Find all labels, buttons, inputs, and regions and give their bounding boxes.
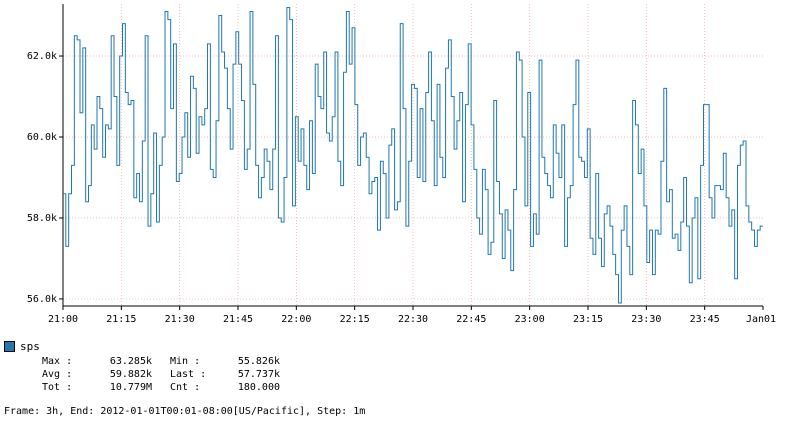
- y-tick-label: 62.0k: [27, 51, 57, 62]
- axes: [59, 4, 764, 310]
- x-tick-label: Jan01: [746, 314, 776, 325]
- x-tick-label: 23:15: [573, 314, 603, 325]
- x-tick-label: 23:00: [515, 314, 545, 325]
- legend: sps Max : 63.285k Min : 55.826k Avg : 59…: [4, 340, 280, 394]
- stat-key: Tot :: [42, 382, 73, 393]
- x-tick-label: 23:45: [690, 314, 720, 325]
- legend-series-name: sps: [20, 340, 40, 353]
- y-tick-label: 56.0k: [27, 294, 57, 305]
- stat-row-max-min: Max : 63.285k Min : 55.826k: [42, 355, 280, 368]
- x-tick-label: 23:30: [631, 314, 661, 325]
- x-tick-label: 22:45: [456, 314, 486, 325]
- timeseries-chart: 21:00 21:15 21:30 21:45 22:00 22:15 22:30 22:45…: [27, 4, 776, 325]
- stat-value: 63.285k: [109, 356, 152, 367]
- stat-value: 180.000: [237, 382, 280, 393]
- stat-key: Cnt :: [170, 382, 201, 393]
- stat-key: Max :: [42, 356, 73, 367]
- stat-key: Last :: [170, 369, 207, 380]
- x-tick-label: 21:00: [48, 314, 78, 325]
- x-tick-label: 21:30: [165, 314, 195, 325]
- x-tick-label: 22:00: [281, 314, 311, 325]
- grid-lines: [63, 4, 763, 306]
- stat-value: 57.737k: [237, 369, 280, 380]
- x-tick-label: 22:30: [398, 314, 428, 325]
- footer-info: Frame: 3h, End: 2012-01-01T00:01-08:00[U…: [4, 406, 366, 417]
- tick-labels: 21:00 21:15 21:30 21:45 22:00 22:15 22:30 22:45…: [27, 51, 776, 325]
- series-layer: [63, 6, 763, 304]
- stat-row-avg-last: Avg : 59.882k Last : 57.737k: [42, 368, 280, 381]
- stat-value: 55.826k: [237, 356, 280, 367]
- x-tick-label: 21:45: [223, 314, 253, 325]
- stat-row-tot-cnt: Tot : 10.779M Cnt : 180.000: [42, 381, 280, 394]
- y-tick-label: 60.0k: [27, 132, 57, 143]
- series-line-sps: [63, 6, 763, 304]
- legend-swatch: [4, 341, 15, 352]
- stat-value: 10.779M: [109, 382, 152, 393]
- x-tick-label: 21:15: [106, 314, 136, 325]
- x-tick-label: 22:15: [340, 314, 370, 325]
- stat-value: 59.882k: [109, 369, 152, 380]
- y-tick-label: 58.0k: [27, 213, 57, 224]
- stat-key: Min :: [170, 356, 201, 367]
- stat-key: Avg :: [42, 369, 73, 380]
- legend-entry: sps: [4, 340, 280, 353]
- legend-stats: Max : 63.285k Min : 55.826k Avg : 59.882…: [42, 355, 280, 394]
